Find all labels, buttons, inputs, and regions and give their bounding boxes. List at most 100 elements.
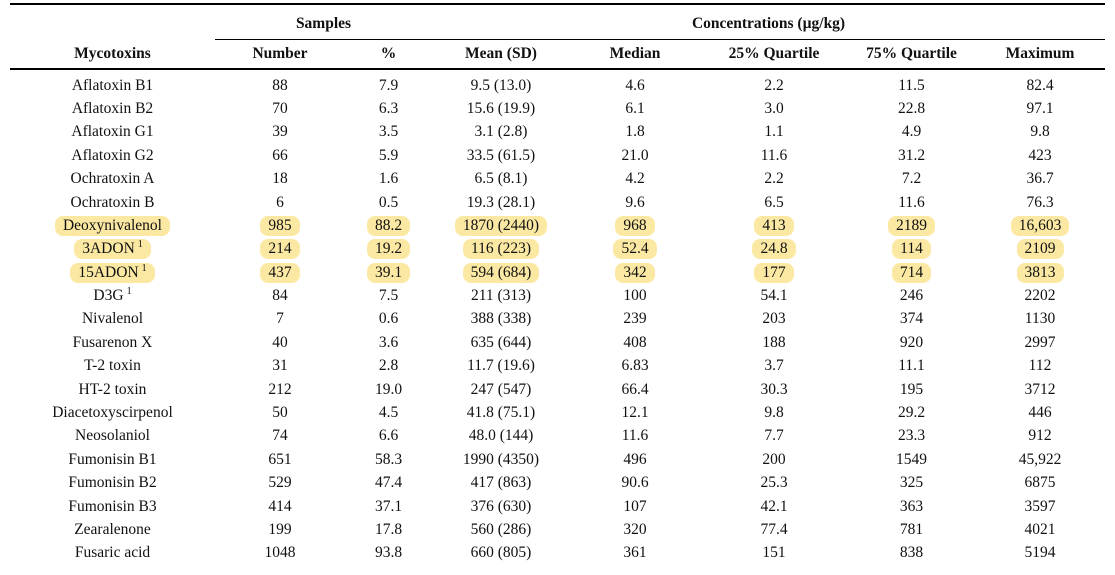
cell-text: 7.9 [378,76,399,94]
table-row: Deoxynivalenol 985 88.2 1870 (2440) 968 413 21… [10,214,1105,237]
value-cell: 12.1 [570,401,700,424]
column-header-row: Mycotoxins Number% Mean (SD) Median 25% Quar… [10,39,1106,70]
cell-text: 19.0 [374,380,403,398]
value-cell: 39.1 [345,261,432,284]
cell-text: 6.3 [378,99,399,117]
value-cell: 446 [975,401,1105,424]
value-cell: 16,603 [975,214,1105,237]
highlight-mark: 3813 [1016,262,1064,283]
mycotoxin-name-cell: 3ADON 1 [10,238,215,261]
value-cell: 6 [215,191,345,214]
cell-text: Fumonisin B3 [68,497,157,515]
value-cell: 47.4 [345,472,432,495]
value-cell: 4.6 [570,69,700,97]
cell-text: 6.6 [378,427,399,445]
table-row: Neosolaniol 74 6.6 48.0 (144) 11.6 7.7 23.3 912 [10,425,1105,448]
table-row: Fumonisin B2 529 47.4 417 (863) 90.6 25.3 325 6… [10,472,1105,495]
cell-text: 3.7 [764,357,784,375]
cell-text: 11.5 [898,76,925,94]
mycotoxin-name-cell: Deoxynivalenol [10,214,215,237]
value-cell: 7 [215,308,345,331]
cell-text: 195 [899,380,924,398]
value-cell: 1549 [848,448,975,471]
cell-text: 4.9 [901,123,922,141]
value-cell: 45,922 [975,448,1105,471]
cell-text: 408 [623,333,647,351]
value-cell: 985 [215,214,345,237]
cell-text: 560 (286) [470,520,532,538]
table-row: Fusarenon X 40 3.6 635 (644) 408 188 920 2997 [10,331,1105,354]
footnote-superscript: 1 [126,285,132,297]
mycotoxin-name-cell: Neosolaniol [10,425,215,448]
value-cell: 1048 [215,542,345,575]
cell-text: 33.5 (61.5) [466,146,536,164]
value-cell: 2.2 [700,69,848,97]
cell-text: 388 (338) [470,310,532,328]
value-cell: 17.8 [345,518,432,541]
highlight-mark: 413 [754,215,794,236]
value-cell: 920 [848,331,975,354]
cell-text: Aflatoxin B2 [71,99,154,117]
highlight-mark: 594 (684) [462,262,540,283]
value-cell: 6.6 [345,425,432,448]
cell-text: 88 [272,76,288,94]
table-row: T-2 toxin 31 2.8 11.7 (19.6) 6.83 3.7 11.1 112 [10,355,1105,378]
cell-text: 2.8 [378,357,399,375]
highlight-mark: 714 [891,262,932,283]
value-cell: 66 [215,144,345,167]
highlight-mark: 114 [892,239,931,260]
cell-text: 2997 [1024,333,1056,351]
value-cell: 15.6 (19.9) [432,97,570,120]
mycotoxin-name-cell: Fusarenon X [10,331,215,354]
cell-text: 39 [272,123,288,141]
cell-text: 6.83 [621,357,649,375]
value-cell: 6.5 (8.1) [432,168,570,191]
value-cell: 6.1 [570,97,700,120]
cell-text: 3597 [1024,497,1056,515]
value-cell: 39 [215,121,345,144]
value-cell: 6875 [975,472,1105,495]
mycotoxin-name-cell: Aflatoxin G1 [10,121,215,144]
value-cell: 6.5 [700,191,848,214]
cell-text: 36.7 [1026,170,1054,188]
value-cell: 2.2 [700,168,848,191]
value-cell: 33.5 (61.5) [432,144,570,167]
cell-text: 920 [899,333,924,351]
mycotoxin-name-cell: Fusaric acid [10,542,215,575]
cell-text: 423 [1028,146,1052,164]
value-cell: 320 [570,518,700,541]
cell-text: 23.3 [897,427,926,445]
value-cell: 29.2 [848,401,975,424]
value-cell: 635 (644) [432,331,570,354]
table-row: HT-2 toxin 212 19.0 247 (547) 66.4 30.3 195 371… [10,378,1105,401]
cell-text: 247 (547) [470,380,532,398]
cell-text: 5.9 [378,146,399,164]
value-cell: 58.3 [345,448,432,471]
value-cell: 19.0 [345,378,432,401]
cell-text: 200 [762,450,786,468]
value-cell: 114 [848,238,975,261]
cell-text: 11.7 (19.6) [467,357,535,375]
table-row: D3G 1 84 7.5 211 (313) 100 54.1 246 2202 [10,285,1105,308]
cell-text: 97.1 [1026,99,1054,117]
mycotoxin-name-cell: Aflatoxin G2 [10,144,215,167]
cell-text: 5194 [1024,544,1056,562]
value-cell: 70 [215,97,345,120]
mycotoxin-name-cell: 15ADON 1 [10,261,215,284]
value-cell: 11.6 [700,144,848,167]
column-header-mean-sd: Mean (SD) [432,39,570,70]
value-cell: 1870 (2440) [432,214,570,237]
value-cell: 203 [700,308,848,331]
cell-text: 325 [899,474,924,492]
cell-text: 22.8 [897,99,926,117]
table-row: Fumonisin B3 414 37.1 376 (630) 107 42.1 363 35… [10,495,1105,518]
value-cell: 1.1 [700,121,848,144]
value-cell: 100 [570,285,700,308]
value-cell: 361 [570,542,700,575]
column-header-number: Number [215,39,345,70]
column-header-25-quartile: 25% Quartile [700,39,848,70]
cell-text: 151 [762,544,786,562]
cell-text: 29.2 [897,404,926,422]
cell-text: 4.2 [625,170,645,188]
cell-text: 107 [623,497,647,515]
